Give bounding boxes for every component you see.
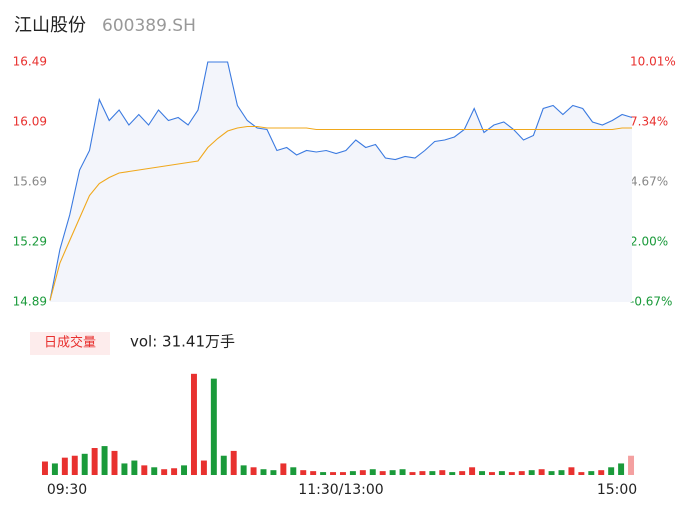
volume-bar — [161, 469, 168, 475]
volume-bar — [151, 467, 158, 475]
volume-bar — [200, 460, 207, 475]
x-tick-label: 11:30/13:00 — [298, 482, 383, 498]
volume-summary: vol: 31.41万手 — [130, 333, 235, 351]
volume-bar — [71, 455, 78, 475]
y2-tick-label: 4.67% — [630, 175, 668, 189]
volume-bar — [369, 469, 376, 475]
volume-badge — [30, 332, 110, 355]
stock-name: 江山股份 — [14, 15, 86, 36]
volume-bar — [618, 463, 625, 475]
volume-bar — [230, 450, 237, 475]
y-tick-label: 16.09 — [13, 115, 47, 129]
y-tick-label: 15.29 — [13, 235, 47, 249]
volume-bar — [220, 455, 227, 475]
volume-bar — [479, 471, 486, 475]
volume-bar — [419, 471, 426, 475]
volume-bar — [280, 463, 287, 475]
volume-bar — [91, 448, 98, 475]
volume-bar — [409, 472, 416, 475]
volume-bar — [330, 472, 337, 475]
volume-bar — [250, 467, 257, 475]
volume-bar — [469, 467, 476, 475]
volume-bar — [578, 472, 585, 475]
volume-bar — [568, 467, 575, 475]
volume-bar — [429, 471, 436, 475]
volume-bar — [310, 471, 317, 475]
volume-bar — [171, 468, 178, 475]
volume-bar — [131, 460, 138, 475]
volume-bar — [508, 472, 515, 475]
y-tick-label: 14.89 — [13, 295, 47, 309]
volume-bar — [141, 465, 148, 475]
volume-bar — [379, 471, 386, 475]
volume-bar — [270, 470, 277, 475]
volume-bar — [101, 446, 108, 475]
volume-bar — [449, 472, 456, 475]
volume-bar — [320, 472, 327, 475]
volume-bar — [459, 471, 466, 475]
y-tick-label: 16.49 — [13, 55, 47, 69]
volume-bar — [528, 470, 535, 475]
volume-bar — [240, 465, 247, 475]
volume-bar — [41, 461, 48, 475]
volume-bar — [300, 470, 307, 475]
y2-tick-label: 2.00% — [630, 235, 668, 249]
volume-bar — [588, 471, 595, 475]
volume-bar — [498, 471, 505, 475]
volume-bar — [210, 378, 217, 475]
volume-bar — [349, 471, 356, 475]
volume-bar — [558, 470, 565, 475]
volume-bar — [339, 472, 346, 475]
stock-code: 600389.SH — [102, 16, 196, 36]
volume-bar — [399, 469, 406, 475]
y2-tick-label: 7.34% — [630, 115, 668, 129]
volume-bar — [61, 457, 68, 475]
line-series — [49, 125, 632, 301]
y2-tick-label: -0.67% — [630, 295, 672, 309]
line-series — [49, 61, 633, 301]
y2-tick-label: 10.01% — [630, 55, 676, 69]
volume-bar — [81, 453, 88, 475]
volume-bar — [121, 463, 128, 475]
volume-bar — [518, 471, 525, 475]
volume-bar — [51, 463, 58, 475]
volume-bar — [439, 470, 446, 475]
volume-bar — [190, 373, 197, 475]
volume-bar — [359, 470, 366, 475]
volume-title: 日成交量 — [44, 335, 96, 351]
volume-bar — [181, 465, 188, 475]
price-area — [50, 62, 632, 302]
y-tick-label: 15.69 — [13, 175, 47, 189]
volume-bar — [488, 472, 495, 475]
volume-bar — [608, 467, 615, 475]
volume-bar — [389, 470, 396, 475]
volume-bar — [260, 469, 267, 475]
x-tick-label: 09:30 — [47, 482, 87, 498]
volume-bar — [290, 467, 297, 475]
volume-bar — [538, 469, 545, 475]
volume-bar — [548, 471, 555, 475]
volume-bar — [111, 450, 118, 475]
x-tick-label: 15:00 — [597, 482, 637, 498]
volume-bar — [598, 470, 605, 475]
volume-bar — [628, 455, 635, 475]
